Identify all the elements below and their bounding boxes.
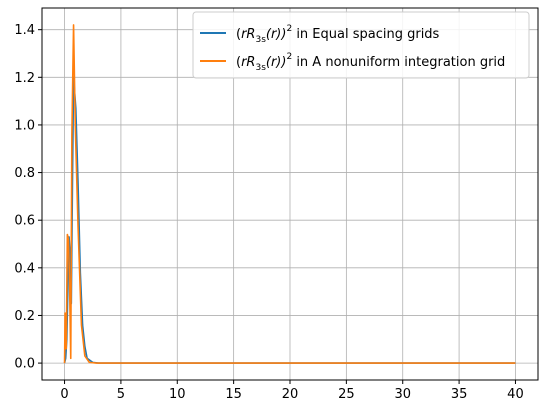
y-tick-label: 0.6 (14, 214, 35, 229)
x-tick-label: 15 (225, 387, 242, 402)
x-tick-label: 40 (507, 387, 524, 402)
x-tick-label: 30 (394, 387, 411, 402)
series-line-nonuniform (63, 24, 516, 364)
x-tick-label: 25 (338, 387, 355, 402)
y-tick-label: 0.4 (14, 261, 35, 276)
x-tick-label: 35 (451, 387, 468, 402)
y-tick-label: 0.0 (14, 357, 35, 372)
legend-label-nonuniform: (rR3s(r))2 in A nonuniform integration g… (236, 52, 505, 73)
y-tick-label: 0.8 (14, 166, 35, 181)
legend-label-equal-spacing: (rR3s(r))2 in Equal spacing grids (236, 24, 440, 45)
y-tick-label: 1.0 (14, 118, 35, 133)
x-tick-label: 10 (169, 387, 186, 402)
x-tick-label: 5 (117, 387, 125, 402)
y-axis-ticks: 0.0 0.2 0.4 0.6 0.8 1.0 1.2 1.4 (14, 23, 42, 372)
legend-box (192, 11, 530, 79)
y-tick-label: 0.2 (14, 309, 35, 324)
y-tick-label: 1.2 (14, 71, 35, 86)
x-tick-label: 0 (60, 387, 68, 402)
x-axis-ticks: 0 5 10 15 20 25 30 35 40 (60, 380, 524, 402)
x-tick-label: 20 (282, 387, 299, 402)
legend: (rR3s(r))2 in Equal spacing grids (rR3s(… (192, 11, 530, 79)
series-layer (63, 24, 516, 364)
y-tick-label: 1.4 (14, 23, 35, 38)
